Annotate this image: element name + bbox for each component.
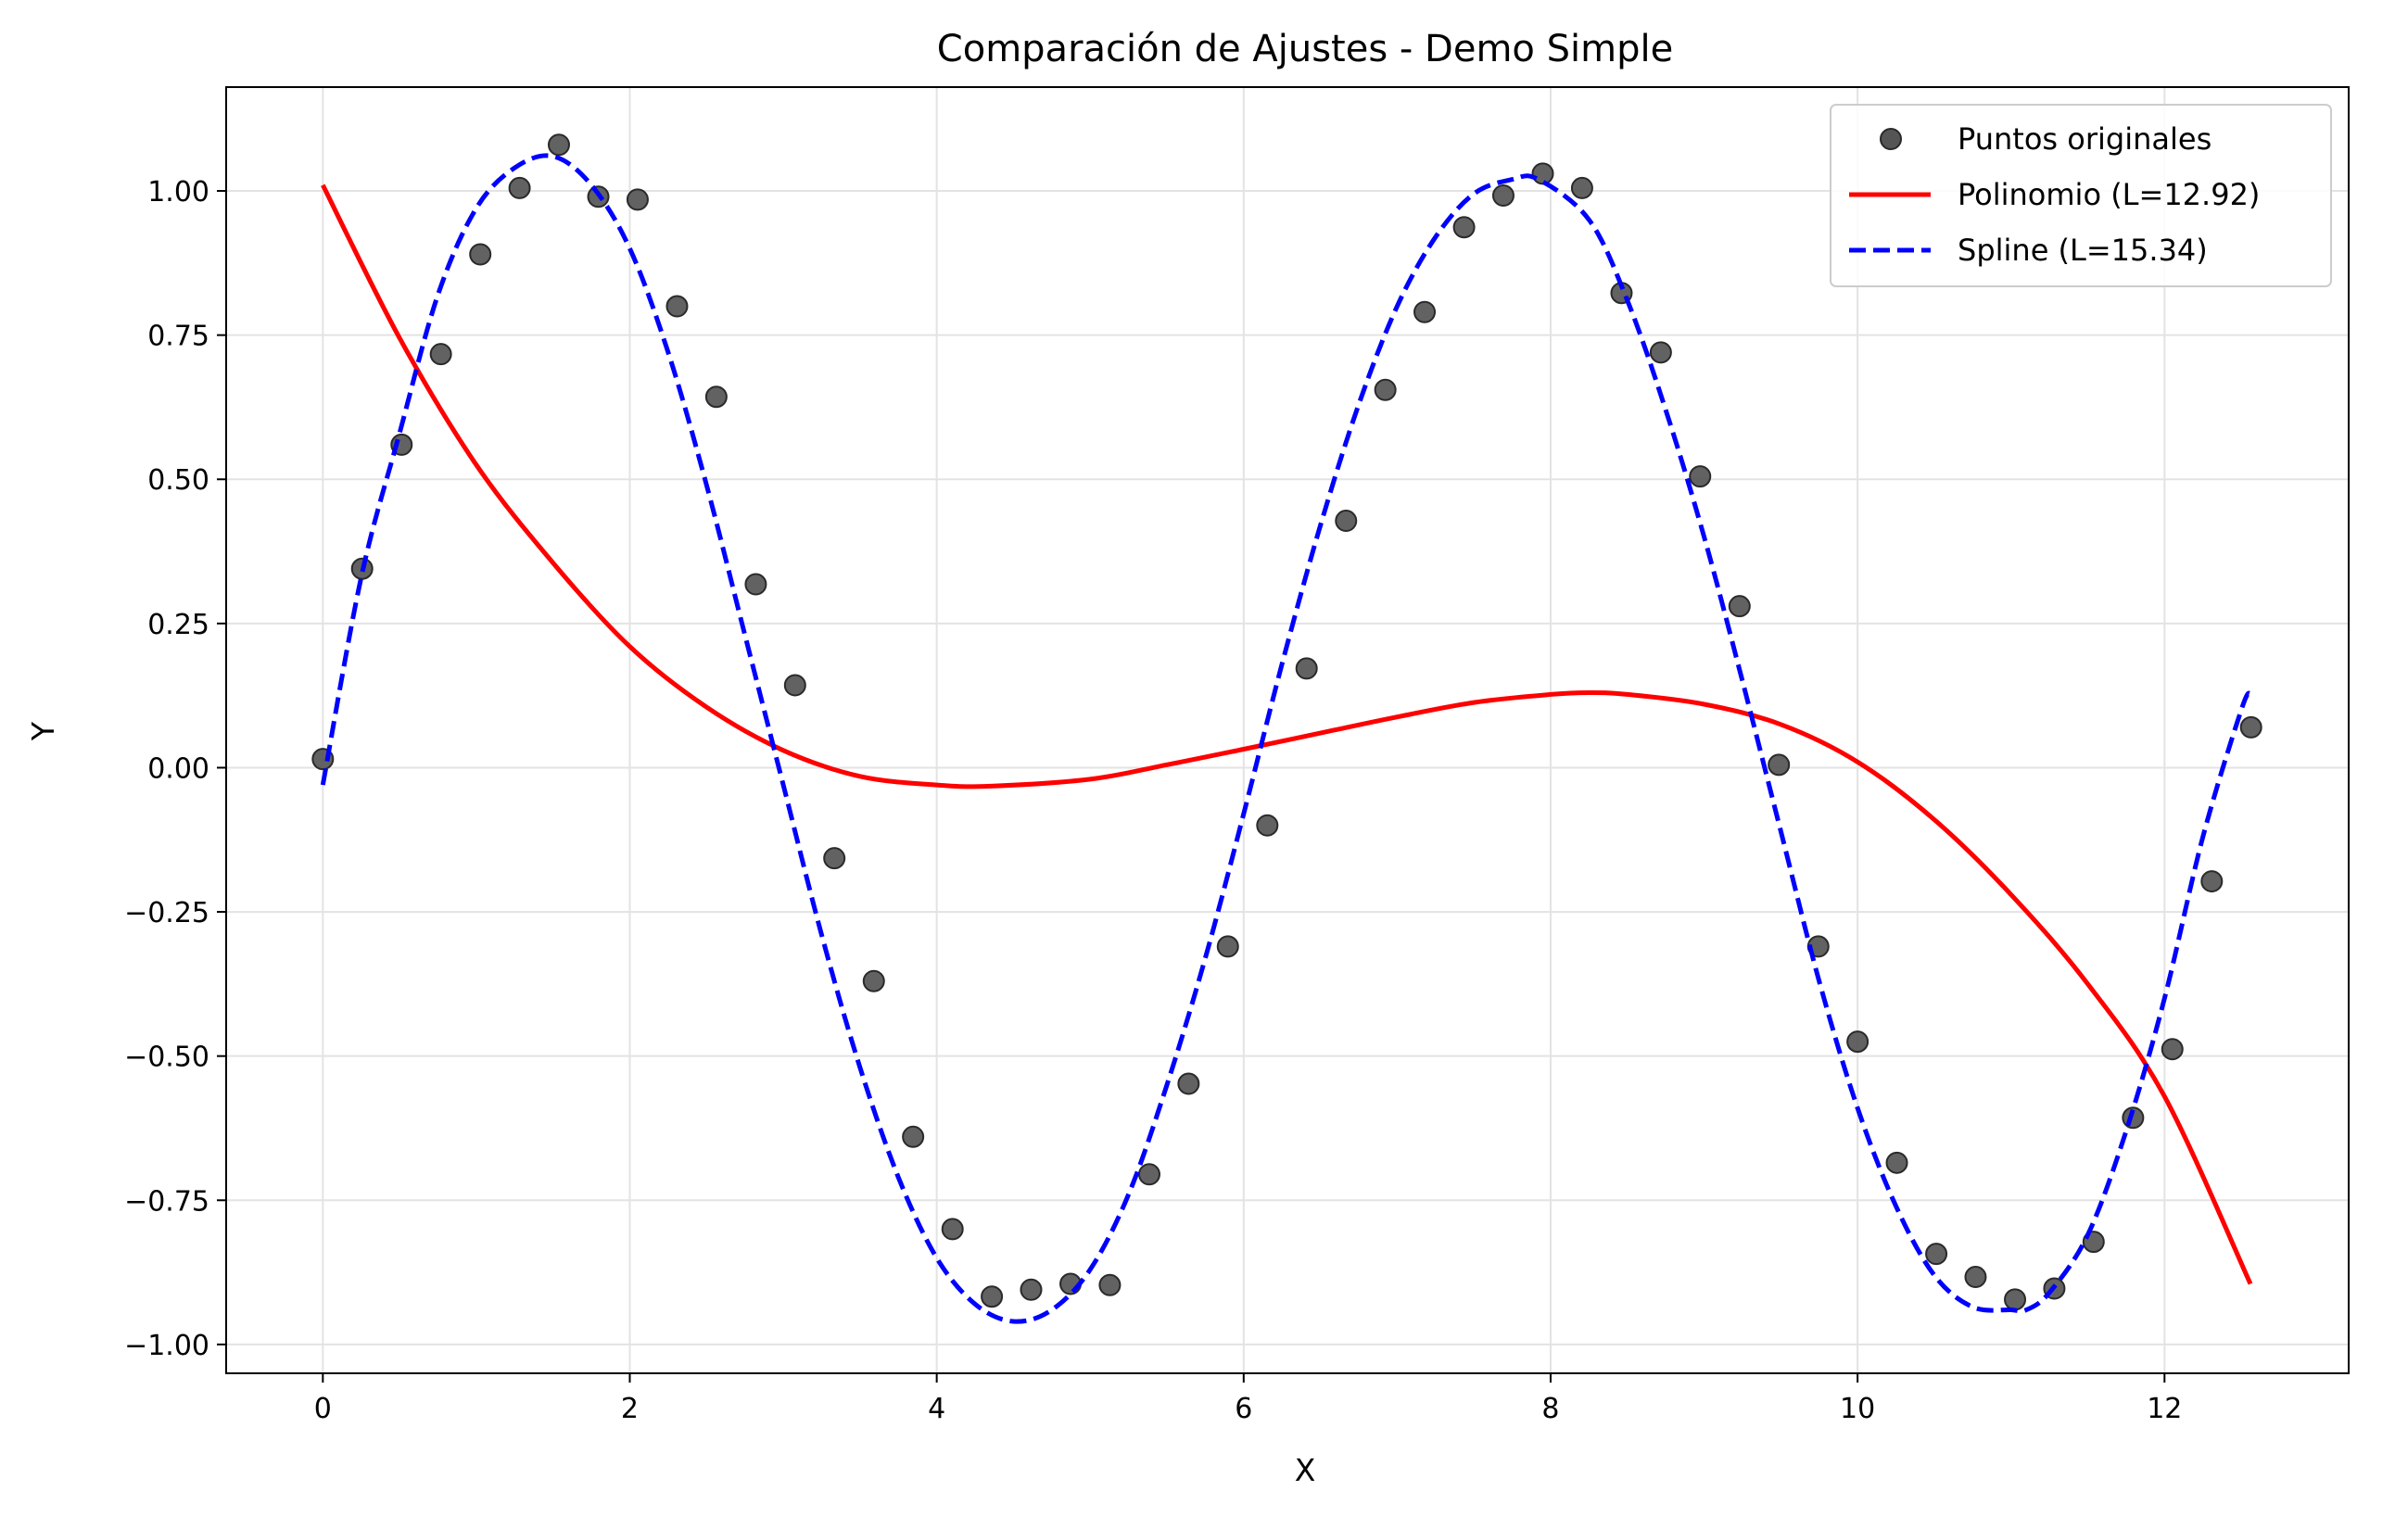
grid xyxy=(226,87,2349,1373)
data-point xyxy=(2200,870,2224,893)
data-point xyxy=(744,573,767,596)
chart-title: Comparación de Ajustes - Demo Simple xyxy=(937,28,1673,70)
data-point xyxy=(783,674,806,697)
data-point xyxy=(2161,1038,2184,1061)
x-tick-label: 4 xyxy=(928,1393,945,1425)
y-tick-label: −0.50 xyxy=(124,1042,209,1074)
y-axis-label: Y xyxy=(25,721,61,741)
y-tick-label: 1.00 xyxy=(147,176,209,208)
data-point xyxy=(1728,595,1751,618)
data-point xyxy=(1098,1273,1122,1296)
data-point xyxy=(704,385,728,409)
data-point xyxy=(2239,715,2262,739)
data-point xyxy=(1177,1072,1200,1095)
data-point xyxy=(1452,216,1476,239)
y-tick-label: 0.75 xyxy=(147,321,209,353)
legend-label-points: Puntos originales xyxy=(1958,121,2212,157)
data-point xyxy=(823,847,846,870)
data-point xyxy=(1374,378,1397,401)
data-point xyxy=(902,1125,925,1148)
legend-box xyxy=(1830,104,2332,287)
data-point xyxy=(1295,657,1318,680)
data-point xyxy=(1491,184,1515,208)
x-tick-label: 6 xyxy=(1235,1393,1252,1425)
legend-label-polynomial: Polinomio (L=12.92) xyxy=(1958,177,2260,212)
data-point xyxy=(1885,1151,1908,1174)
plot-frame xyxy=(225,86,2350,1374)
y-tick-label: 0.25 xyxy=(147,609,209,641)
data-point xyxy=(1137,1163,1160,1186)
data-point xyxy=(1413,300,1437,323)
data-point xyxy=(1768,753,1791,777)
data-point xyxy=(1964,1266,1987,1289)
data-point xyxy=(547,133,570,157)
y-tick-label: 0.50 xyxy=(147,464,209,497)
x-tick-label: 2 xyxy=(621,1393,639,1425)
data-point xyxy=(429,343,452,366)
data-point xyxy=(1649,341,1672,364)
data-point xyxy=(665,295,689,318)
data-point xyxy=(2004,1288,2027,1311)
data-point xyxy=(1570,176,1593,199)
data-point xyxy=(1216,935,1239,958)
x-axis-label: X xyxy=(1295,1452,1316,1488)
data-point xyxy=(626,188,649,211)
polynomial-line xyxy=(321,183,2253,1285)
y-tick-label: −1.00 xyxy=(124,1330,209,1362)
data-point xyxy=(941,1218,964,1241)
y-tick-label: −0.75 xyxy=(124,1185,209,1218)
data-point xyxy=(1689,465,1712,488)
data-point xyxy=(1335,510,1358,533)
data-point xyxy=(862,969,885,992)
x-tick-label: 12 xyxy=(2147,1393,2182,1425)
x-tick-label: 10 xyxy=(1840,1393,1875,1425)
data-point xyxy=(981,1285,1004,1308)
spline-line xyxy=(320,153,2253,1324)
data-point xyxy=(1925,1243,1948,1266)
legend-label-spline: Spline (L=15.34) xyxy=(1958,233,2208,268)
x-tick-label: 8 xyxy=(1541,1393,1559,1425)
data-point xyxy=(1256,814,1279,837)
data-point xyxy=(1846,1030,1869,1054)
x-tick-label: 0 xyxy=(314,1393,332,1425)
data-point xyxy=(1020,1278,1043,1301)
legend-marker-points xyxy=(1880,128,1902,150)
series-layer xyxy=(311,133,2262,1324)
ticks: 0 2 4 6 8 10 12 1.00 0.75 0.50 0.25 0.00 −0.25 −0.50 −… xyxy=(124,176,2182,1425)
y-tick-label: 0.00 xyxy=(147,752,209,785)
legend: Puntos originales Polinomio (L=12.92) Sp… xyxy=(1830,104,2332,287)
data-point xyxy=(508,176,531,199)
y-tick-label: −0.25 xyxy=(124,897,209,929)
data-point xyxy=(1531,162,1554,185)
data-point xyxy=(469,243,492,266)
